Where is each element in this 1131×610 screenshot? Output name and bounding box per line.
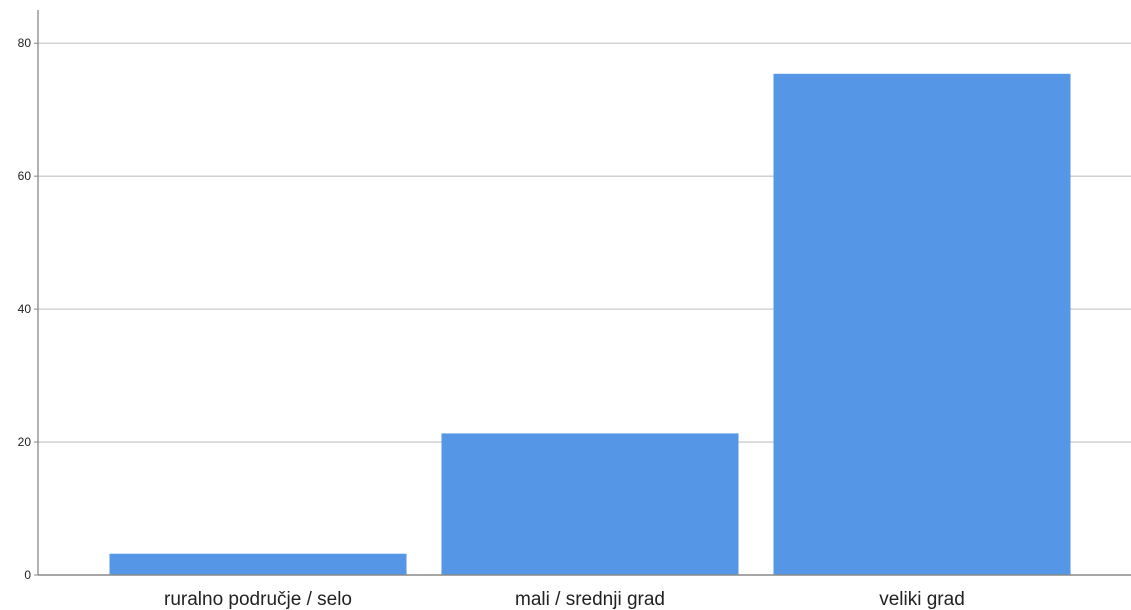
bar-2: [441, 433, 739, 575]
x-category-label-2: mali / srednji grad: [515, 589, 665, 610]
x-category-label-1: ruralno područje / selo: [164, 589, 352, 610]
x-category-label-3: veliki grad: [879, 589, 965, 610]
y-tick-label-80: 80: [18, 36, 32, 50]
bar-layer: [109, 73, 1071, 575]
label-layer: 0 20 40 60 80 ruralno područje / selo mali / s…: [18, 36, 965, 610]
y-tick-label-0: 0: [24, 568, 31, 582]
bar-1: [109, 553, 407, 575]
axis-layer: [34, 10, 1131, 576]
y-tick-label-60: 60: [18, 169, 32, 183]
bar-3: [773, 73, 1071, 575]
y-tick-label-20: 20: [18, 435, 32, 449]
y-tick-label-40: 40: [18, 302, 32, 316]
